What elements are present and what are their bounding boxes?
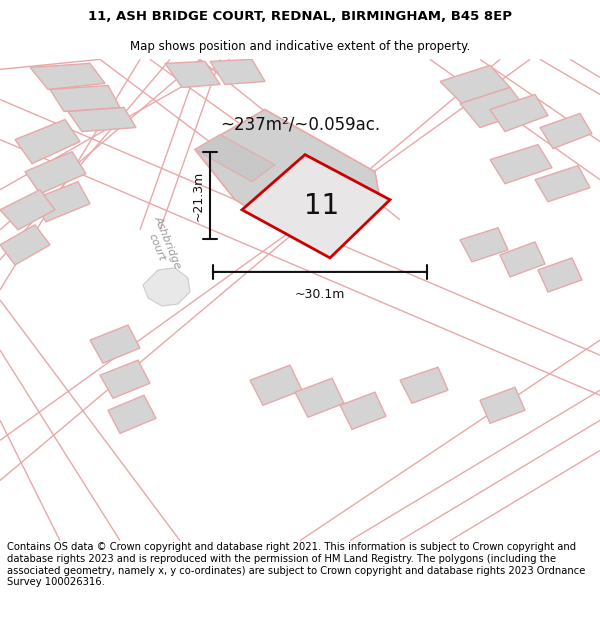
Polygon shape — [540, 114, 592, 149]
Polygon shape — [195, 109, 380, 245]
Polygon shape — [210, 59, 265, 84]
Polygon shape — [490, 144, 552, 184]
Polygon shape — [500, 242, 545, 277]
Polygon shape — [15, 119, 80, 164]
Polygon shape — [25, 152, 86, 194]
Text: Contains OS data © Crown copyright and database right 2021. This information is : Contains OS data © Crown copyright and d… — [7, 542, 586, 587]
Polygon shape — [100, 360, 150, 398]
Text: Ashbridge
court: Ashbridge court — [142, 214, 182, 275]
Text: Map shows position and indicative extent of the property.: Map shows position and indicative extent… — [130, 40, 470, 52]
Polygon shape — [32, 182, 90, 222]
Polygon shape — [90, 325, 140, 363]
Polygon shape — [0, 225, 50, 265]
Polygon shape — [143, 268, 190, 306]
Polygon shape — [295, 378, 344, 418]
Text: ~30.1m: ~30.1m — [295, 288, 345, 301]
Polygon shape — [535, 166, 590, 202]
Polygon shape — [250, 365, 302, 405]
Polygon shape — [108, 395, 156, 433]
Polygon shape — [460, 88, 528, 128]
Polygon shape — [68, 107, 136, 131]
Polygon shape — [480, 388, 525, 423]
Polygon shape — [400, 367, 448, 403]
Polygon shape — [440, 66, 510, 104]
Text: 11: 11 — [304, 191, 340, 219]
Text: ~21.3m: ~21.3m — [192, 171, 205, 221]
Polygon shape — [30, 63, 105, 89]
Polygon shape — [538, 258, 582, 292]
Polygon shape — [195, 134, 275, 182]
Polygon shape — [0, 190, 55, 230]
Text: 11, ASH BRIDGE COURT, REDNAL, BIRMINGHAM, B45 8EP: 11, ASH BRIDGE COURT, REDNAL, BIRMINGHAM… — [88, 10, 512, 23]
Polygon shape — [50, 86, 120, 111]
Polygon shape — [460, 228, 508, 262]
Polygon shape — [165, 61, 220, 88]
Polygon shape — [242, 154, 390, 258]
Text: ~237m²/~0.059ac.: ~237m²/~0.059ac. — [220, 116, 380, 134]
Polygon shape — [340, 392, 386, 429]
Polygon shape — [490, 94, 548, 131]
